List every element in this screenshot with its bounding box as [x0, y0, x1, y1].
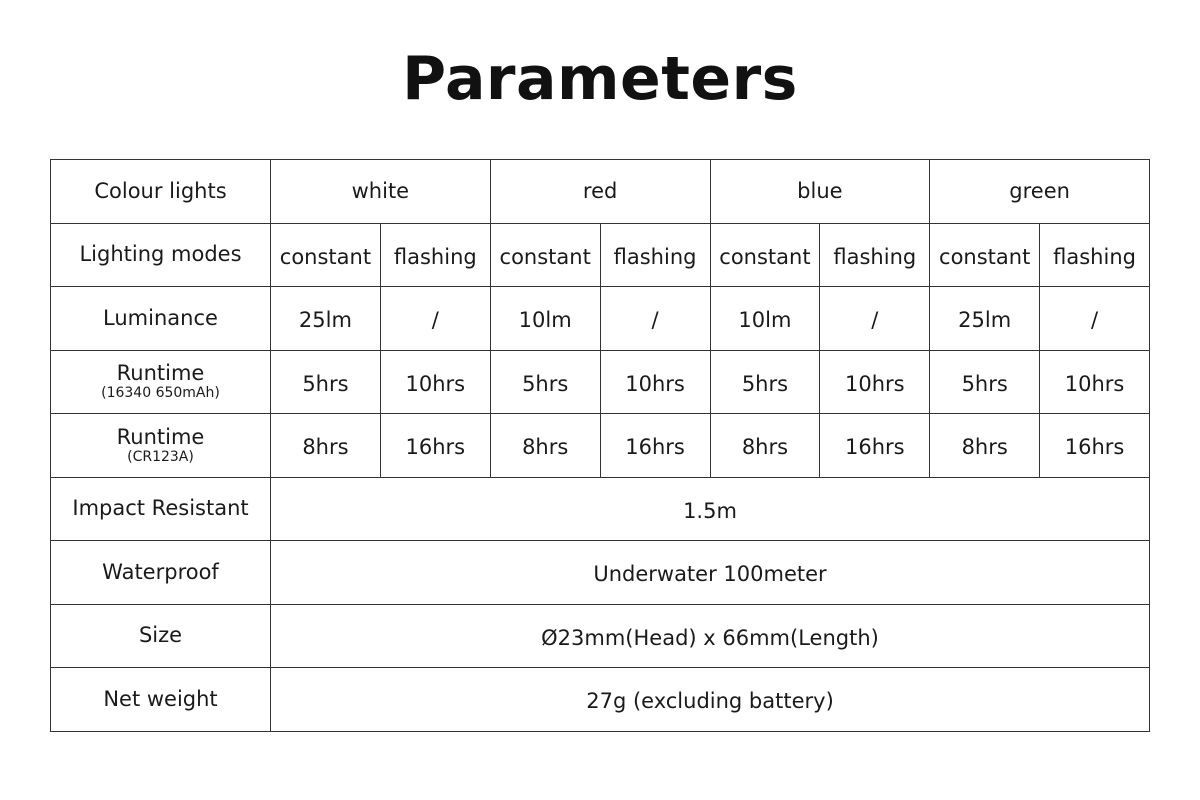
row-label: Net weight [50, 667, 271, 732]
value-cell: 25lm [929, 286, 1041, 351]
value-cell: 10lm [709, 286, 821, 351]
table-row: Runtime (CR123A) 8hrs 16hrs 8hrs 16hrs 8hrs 16h… [50, 413, 1150, 478]
value-cell: flashing [379, 222, 491, 287]
row-label: Impact Resistant [50, 476, 271, 541]
value-cell: constant [709, 222, 821, 287]
row-label: Lighting modes [50, 222, 271, 287]
colour-cell: red [489, 159, 711, 224]
value-cell: 10hrs [599, 349, 711, 414]
parameters-table: Colour lights white red blue green Lighting m… [50, 159, 1150, 732]
value-cell: / [1039, 286, 1150, 351]
row-label: Size [50, 603, 271, 668]
value-cell: 10hrs [1039, 349, 1150, 414]
value-cell: 5hrs [489, 349, 601, 414]
row-label: Waterproof [50, 540, 271, 605]
value-cell: 1.5m [270, 476, 1150, 541]
value-cell: constant [489, 222, 601, 287]
row-label: Colour lights [50, 159, 271, 224]
row-label-text: Impact Resistant [72, 496, 249, 521]
table-row: Colour lights white red blue green [50, 159, 1150, 224]
colour-cell: green [929, 159, 1150, 224]
row-label: Runtime (16340 650mAh) [50, 349, 271, 414]
value-cell: Ø23mm(Head) x 66mm(Length) [270, 603, 1150, 668]
row-sublabel: (CR123A) [127, 448, 194, 465]
value-cell: constant [929, 222, 1041, 287]
value-cell: 5hrs [709, 349, 821, 414]
row-label-text: Luminance [103, 305, 218, 330]
value-cell: / [819, 286, 931, 351]
page-title: Parameters [402, 44, 798, 114]
table-row: Luminance 25lm/10lm/10lm/25lm / [50, 286, 1150, 351]
value-cell: 16hrs [379, 413, 491, 478]
table-row: Impact Resistant 1.5m [50, 476, 1150, 541]
value-cell: 16hrs [599, 413, 711, 478]
value-cell: 10hrs [819, 349, 931, 414]
value-cell: 8hrs [709, 413, 821, 478]
value-cell: flashing [819, 222, 931, 287]
row-label-text: Runtime [116, 361, 205, 385]
value-cell: flashing [599, 222, 711, 287]
table-row: Waterproof Underwater 100meter [50, 540, 1150, 605]
table-row: Size Ø23mm(Head) x 66mm(Length) [50, 603, 1150, 668]
value-cell: 5hrs [929, 349, 1041, 414]
row-label-text: Net weight [103, 686, 218, 711]
value-cell: flashing [1039, 222, 1150, 287]
table-row: Net weight 27g (excluding battery) [50, 667, 1150, 732]
value-cell: Underwater 100meter [270, 540, 1150, 605]
table-row: Lighting modes constant flashing constant fl… [50, 222, 1150, 287]
value-cell: 5hrs [270, 349, 381, 414]
value-cell: / [599, 286, 711, 351]
row-label-text: Lighting modes [79, 242, 242, 267]
row-label-text: Waterproof [102, 559, 219, 584]
value-cell: 25lm [270, 286, 381, 351]
row-label-text: Size [138, 623, 183, 648]
row-sublabel: (16340 650mAh) [101, 385, 220, 402]
row-label-text: Runtime [116, 424, 205, 449]
value-cell: 27g (excluding battery) [270, 667, 1150, 732]
row-label: Runtime (CR123A) [50, 413, 271, 478]
colour-cell: blue [709, 159, 931, 224]
value-cell: 16hrs [1039, 413, 1150, 478]
value-cell: 8hrs [929, 413, 1041, 478]
colour-cell: white [270, 159, 491, 224]
value-cell: 10lm [489, 286, 601, 351]
row-label: Luminance [50, 286, 271, 351]
value-cell: 8hrs [489, 413, 601, 478]
value-cell: constant [270, 222, 381, 287]
value-cell: 10hrs [379, 349, 491, 414]
table-row: Runtime (16340 650mAh) 5hrs 10hrs 5hrs 10hrs 5… [50, 349, 1150, 414]
value-cell: / [379, 286, 491, 351]
row-label-text: Colour lights [94, 178, 227, 203]
value-cell: 8hrs [270, 413, 381, 478]
value-cell: 16hrs [819, 413, 931, 478]
